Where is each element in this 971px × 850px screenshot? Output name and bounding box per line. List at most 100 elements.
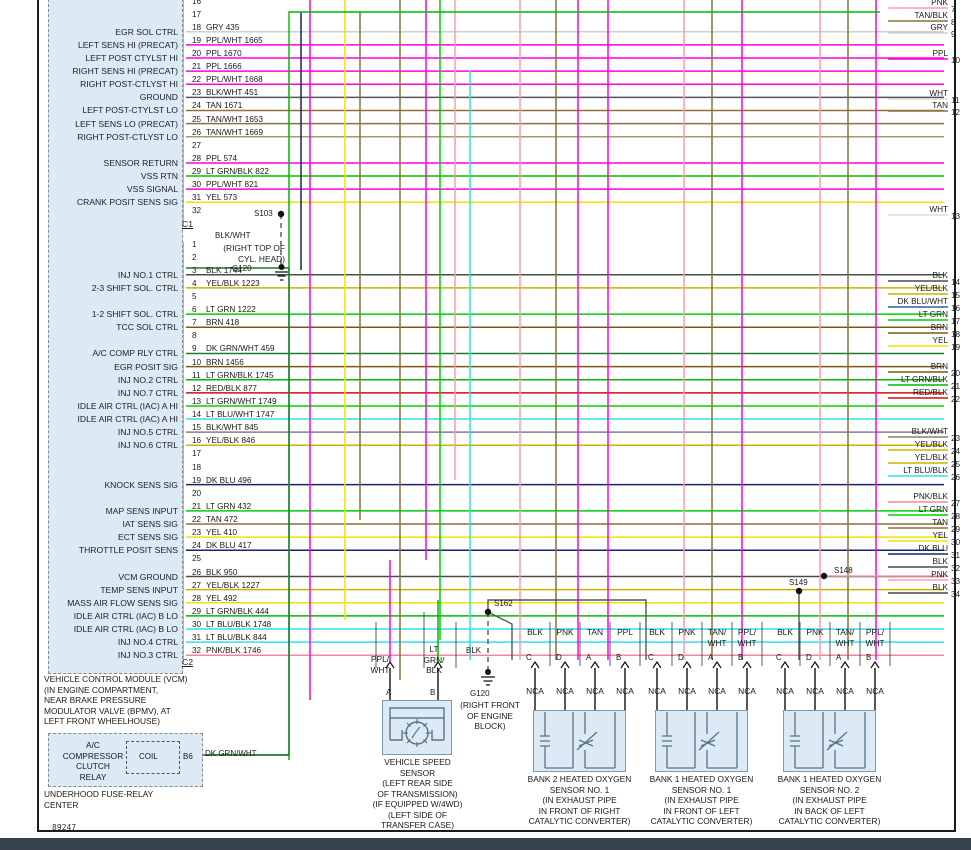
o2-terminal-pin-letter: A xyxy=(836,653,842,662)
right-terminal-number: 28 xyxy=(951,512,961,521)
wire-name-label: BLK 1744 xyxy=(206,265,242,275)
wire-name-label: DK GRN/WHT 459 xyxy=(206,344,275,354)
wire-name-label: YEL/BLK 846 xyxy=(206,436,256,446)
pin-number: 31 xyxy=(192,193,202,203)
right-terminal-wire-name: RED/BLK xyxy=(912,388,948,397)
right-terminal-wire-name: BLK xyxy=(932,583,948,592)
wire-name-label: BRN 418 xyxy=(206,318,240,328)
right-terminal-number: 9 xyxy=(951,30,956,39)
g120-bottom-wire: BLK xyxy=(466,646,482,655)
pin-function-label: VSS SIGNAL xyxy=(126,184,178,195)
vss-caption: VEHICLE SPEED SENSOR (LEFT REAR SIDE OF … xyxy=(372,757,463,830)
pin-function-label: IDLE AIR CTRL (IAC) A HI xyxy=(77,400,178,411)
wire-name-label: TAN/WHT 1669 xyxy=(206,127,264,137)
relay-pin-b6: B6 xyxy=(183,752,193,761)
right-terminal-number: 27 xyxy=(951,499,961,508)
pin-number: 29 xyxy=(192,606,202,616)
pin-function-label: EGR POSIT SIG xyxy=(114,361,178,372)
o2-sensor-internal-symbol xyxy=(790,712,866,769)
o2-terminal-wire-name: TAN/ WHT xyxy=(707,627,727,648)
splice-s162-label: S162 xyxy=(494,599,513,608)
wire-name-label: LT GRN/BLK 822 xyxy=(206,167,269,177)
bottom-status-bar[interactable] xyxy=(0,838,971,850)
o2-terminal-wire-name: PPL/ WHT xyxy=(865,627,885,648)
right-terminal-number: 31 xyxy=(951,551,961,560)
right-terminal-wire-name: YEL/BLK xyxy=(914,284,948,293)
wire-name-label: TAN/WHT 1653 xyxy=(206,114,264,124)
g120-location-note: (RIGHT TOP OF CYL. HEAD) xyxy=(223,243,285,264)
g120-bottom-caption: (RIGHT FRONT OF ENGINE BLOCK) xyxy=(460,700,520,731)
pin-number: 1 xyxy=(192,239,197,249)
pin-function-label: MASS AIR FLOW SENS SIG xyxy=(67,597,178,608)
document-id: 89247 xyxy=(52,823,77,832)
right-terminal-wire-name: TAN/BLK xyxy=(914,11,948,20)
g120-wire-label: BLK/WHT xyxy=(215,231,251,240)
right-terminal-number: 20 xyxy=(951,369,961,378)
o2-terminal-nca-label: NCA xyxy=(738,686,756,696)
g120-name-label: G120 xyxy=(232,264,252,273)
right-terminal-number: 29 xyxy=(951,525,961,534)
pin-number: 17 xyxy=(192,9,202,19)
pin-function-label: INJ NO.3 CTRL xyxy=(117,650,178,661)
o2-terminal-pin-letter: D xyxy=(678,653,684,662)
pin-number: 18 xyxy=(192,22,202,32)
o2-terminal-pin-letter: C xyxy=(526,653,532,662)
wire-name-label: LT GRN/BLK 1745 xyxy=(206,370,274,380)
pin-number: 8 xyxy=(192,331,197,341)
wire-name-label: LT GRN 1222 xyxy=(206,305,256,315)
page-frame xyxy=(37,0,956,832)
o2-sensor-caption: BANK 1 HEATED OXYGEN SENSOR NO. 1 (IN EX… xyxy=(649,774,754,826)
right-terminal-wire-name: BRN xyxy=(930,323,948,332)
o2-terminal-pin-letter: A xyxy=(586,653,592,662)
right-terminal-wire-name: BLK xyxy=(932,557,948,566)
pin-number: 10 xyxy=(192,357,202,367)
vss-pin-b: B xyxy=(430,688,436,697)
pin-function-label: LEFT POST-CTYLST LO xyxy=(82,105,178,116)
right-terminal-number: 14 xyxy=(951,278,961,287)
pin-number: 24 xyxy=(192,541,202,551)
pin-function-label: VSS RTN xyxy=(140,171,178,182)
pin-function-label: A/C COMP RLY CTRL xyxy=(92,348,178,359)
wire-name-label: PPL 1670 xyxy=(206,48,242,58)
right-terminal-number: 7 xyxy=(951,5,956,14)
vss-pin-a: A xyxy=(386,688,392,697)
o2-terminal-pin-letter: B xyxy=(738,653,744,662)
pin-number: 22 xyxy=(192,75,202,85)
o2-terminal-nca-label: NCA xyxy=(556,686,574,696)
right-terminal-wire-name: YEL xyxy=(932,531,948,540)
wire-name-label: PPL/WHT 821 xyxy=(206,180,259,190)
pin-function-label: IDLE AIR CTRL (IAC) B LO xyxy=(73,610,178,621)
pin-function-label: IDLE AIR CTRL (IAC) A HI xyxy=(77,414,178,425)
right-terminal-wire-name: LT GRN xyxy=(918,505,948,514)
right-terminal-number: 19 xyxy=(951,343,961,352)
wire-name-label: PPL/WHT 1668 xyxy=(206,75,263,85)
wire-name-label: DK BLU 417 xyxy=(206,541,252,551)
right-terminal-wire-name: YEL/BLK xyxy=(914,440,948,449)
right-terminal-number: 13 xyxy=(951,212,961,221)
wire-name-label: BLK/WHT 845 xyxy=(206,423,259,433)
right-terminal-wire-name: WHT xyxy=(929,205,948,214)
o2-terminal-nca-label: NCA xyxy=(836,686,854,696)
pin-number: 26 xyxy=(192,127,202,137)
o2-sensor-caption: BANK 1 HEATED OXYGEN SENSOR NO. 2 (IN EX… xyxy=(777,774,882,826)
wire-name-label: LT BLU/WHT 1747 xyxy=(206,410,275,420)
vcm-caption: VEHICLE CONTROL MODULE (VCM) (IN ENGINE … xyxy=(44,674,188,726)
splice-s103-label: S103 xyxy=(254,209,273,218)
right-terminal-number: 16 xyxy=(951,304,961,313)
wire-name-label: LT GRN 432 xyxy=(206,501,252,511)
right-terminal-number: 22 xyxy=(951,395,961,404)
o2-terminal-wire-name: PPL/ WHT xyxy=(737,627,757,648)
pin-number: 27 xyxy=(192,580,202,590)
pin-function-label: MAP SENS INPUT xyxy=(105,505,178,516)
o2-terminal-nca-label: NCA xyxy=(866,686,884,696)
pin-number: 29 xyxy=(192,167,202,177)
vss-symbol xyxy=(389,707,445,747)
right-terminal-wire-name: TAN xyxy=(932,101,948,110)
right-terminal-wire-name: BLK xyxy=(932,271,948,280)
o2-terminal-nca-label: NCA xyxy=(806,686,824,696)
pin-number: 19 xyxy=(192,35,202,45)
pin-function-label: THROTTLE POSIT SENS xyxy=(78,545,178,556)
wire-name-label: DK BLU 496 xyxy=(206,475,252,485)
wire-name-label: PPL 574 xyxy=(206,153,238,163)
pin-number: 26 xyxy=(192,567,202,577)
